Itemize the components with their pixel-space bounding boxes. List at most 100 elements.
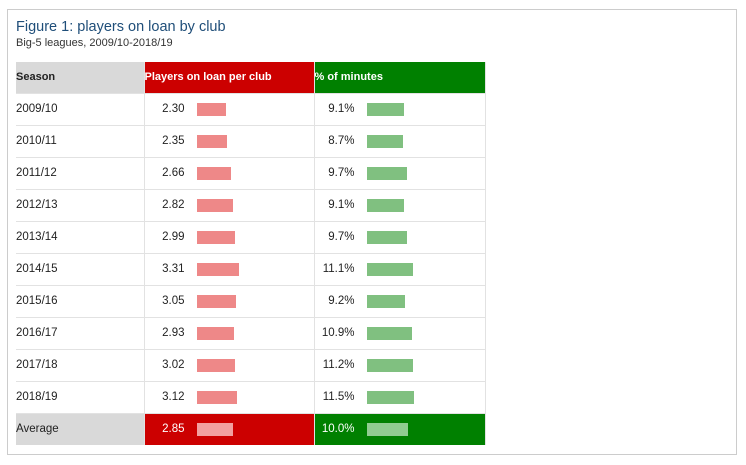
minutes-bar bbox=[366, 294, 405, 308]
header-season: Season bbox=[16, 62, 145, 94]
season-cell: Average bbox=[16, 413, 145, 445]
loans-cell-content: 3.31 bbox=[145, 254, 314, 285]
loans-cell: 3.02 bbox=[144, 349, 315, 382]
minutes-value: 9.7% bbox=[328, 231, 355, 243]
season-cell: 2009/10 bbox=[16, 93, 145, 126]
season-cell: 2015/16 bbox=[16, 285, 145, 318]
minutes-cell: 11.5% bbox=[314, 381, 486, 414]
minutes-bar bbox=[366, 198, 405, 212]
loans-value: 2.66 bbox=[162, 167, 185, 179]
minutes-cell-content: 10.0% bbox=[315, 414, 485, 446]
loans-bar bbox=[196, 134, 227, 148]
loans-cell: 2.85 bbox=[144, 413, 315, 446]
minutes-cell: 11.1% bbox=[314, 253, 486, 286]
table-row: 2017/18 3.02 11.2% bbox=[16, 349, 486, 382]
loans-table: Season Players on loan per club % of min… bbox=[16, 62, 486, 445]
loans-value: 2.99 bbox=[162, 231, 185, 243]
loans-cell: 2.82 bbox=[144, 189, 315, 222]
loans-cell-content: 2.93 bbox=[145, 318, 314, 349]
loans-cell-content: 2.66 bbox=[145, 158, 314, 189]
loans-value: 3.05 bbox=[162, 295, 185, 307]
table-row: 2015/16 3.05 9.2% bbox=[16, 285, 486, 318]
minutes-cell-content: 9.1% bbox=[315, 190, 485, 221]
loans-cell: 2.99 bbox=[144, 221, 315, 254]
table-row: 2016/17 2.93 10.9% bbox=[16, 317, 486, 350]
minutes-value: 9.7% bbox=[328, 167, 355, 179]
table-row: 2018/19 3.12 11.5% bbox=[16, 381, 486, 414]
loans-cell-content: 3.02 bbox=[145, 350, 314, 381]
minutes-cell-content: 11.1% bbox=[315, 254, 485, 285]
loans-value: 2.30 bbox=[162, 103, 185, 115]
header-players-on-loan: Players on loan per club bbox=[144, 62, 315, 94]
minutes-bar bbox=[366, 390, 415, 404]
loans-bar bbox=[196, 358, 236, 372]
minutes-cell-content: 11.5% bbox=[315, 382, 485, 413]
loans-bar bbox=[196, 390, 237, 404]
loans-cell: 2.35 bbox=[144, 125, 315, 158]
season-cell: 2010/11 bbox=[16, 125, 145, 158]
season-cell: 2014/15 bbox=[16, 253, 145, 286]
season-cell: 2012/13 bbox=[16, 189, 145, 222]
loans-cell: 2.93 bbox=[144, 317, 315, 350]
minutes-cell: 10.9% bbox=[314, 317, 486, 350]
loans-bar bbox=[196, 326, 235, 340]
minutes-value: 9.1% bbox=[328, 103, 355, 115]
loans-bar bbox=[196, 230, 235, 244]
season-cell: 2011/12 bbox=[16, 157, 145, 190]
loans-cell-content: 2.85 bbox=[145, 414, 314, 446]
loans-cell: 3.05 bbox=[144, 285, 315, 318]
minutes-value: 8.7% bbox=[328, 135, 355, 147]
table-body: 2009/10 2.30 9.1% 2010/11 2.35 8.7% 2011/12 2.6… bbox=[16, 93, 486, 446]
minutes-cell-content: 9.7% bbox=[315, 158, 485, 189]
minutes-cell-content: 8.7% bbox=[315, 126, 485, 157]
loans-cell-content: 2.99 bbox=[145, 222, 314, 253]
loans-cell-content: 2.35 bbox=[145, 126, 314, 157]
minutes-bar bbox=[366, 134, 403, 148]
table-row: 2011/12 2.66 9.7% bbox=[16, 157, 486, 190]
loans-bar bbox=[196, 198, 233, 212]
minutes-bar bbox=[366, 166, 407, 180]
minutes-value: 9.1% bbox=[328, 199, 355, 211]
season-cell: 2018/19 bbox=[16, 381, 145, 414]
loans-bar bbox=[196, 262, 239, 276]
table-row: 2014/15 3.31 11.1% bbox=[16, 253, 486, 286]
loans-bar bbox=[196, 166, 231, 180]
minutes-bar bbox=[366, 422, 408, 436]
minutes-cell: 8.7% bbox=[314, 125, 486, 158]
loans-cell: 2.30 bbox=[144, 93, 315, 126]
loans-cell-content: 3.12 bbox=[145, 382, 314, 413]
minutes-bar bbox=[366, 230, 407, 244]
loans-bar bbox=[196, 102, 227, 116]
minutes-bar bbox=[366, 358, 413, 372]
minutes-cell-content: 9.1% bbox=[315, 94, 485, 125]
loans-cell: 3.31 bbox=[144, 253, 315, 286]
table-row: 2012/13 2.82 9.1% bbox=[16, 189, 486, 222]
minutes-bar bbox=[366, 262, 413, 276]
figure-title: Figure 1: players on loan by club bbox=[16, 19, 226, 35]
minutes-value: 10.9% bbox=[321, 327, 355, 339]
minutes-cell: 9.7% bbox=[314, 157, 486, 190]
header-percent-minutes: % of minutes bbox=[314, 62, 486, 94]
loans-cell-content: 3.05 bbox=[145, 286, 314, 317]
loans-cell-content: 2.30 bbox=[145, 94, 314, 125]
minutes-cell: 9.1% bbox=[314, 93, 486, 126]
minutes-bar bbox=[366, 102, 405, 116]
table-row: 2010/11 2.35 8.7% bbox=[16, 125, 486, 158]
loans-value: 3.12 bbox=[162, 391, 185, 403]
season-cell: 2016/17 bbox=[16, 317, 145, 350]
loans-value: 3.02 bbox=[162, 359, 185, 371]
loans-cell: 2.66 bbox=[144, 157, 315, 190]
season-cell: 2013/14 bbox=[16, 221, 145, 254]
minutes-cell-content: 9.7% bbox=[315, 222, 485, 253]
minutes-value: 11.5% bbox=[322, 391, 355, 403]
loans-value: 2.82 bbox=[162, 199, 185, 211]
minutes-cell-content: 10.9% bbox=[315, 318, 485, 349]
table-row: 2009/10 2.30 9.1% bbox=[16, 93, 486, 126]
minutes-value: 11.1% bbox=[322, 263, 355, 275]
minutes-cell: 9.1% bbox=[314, 189, 486, 222]
minutes-value: 9.2% bbox=[328, 295, 355, 307]
loans-value: 3.31 bbox=[162, 263, 185, 275]
minutes-cell: 9.7% bbox=[314, 221, 486, 254]
loans-cell: 3.12 bbox=[144, 381, 315, 414]
minutes-cell: 11.2% bbox=[314, 349, 486, 382]
